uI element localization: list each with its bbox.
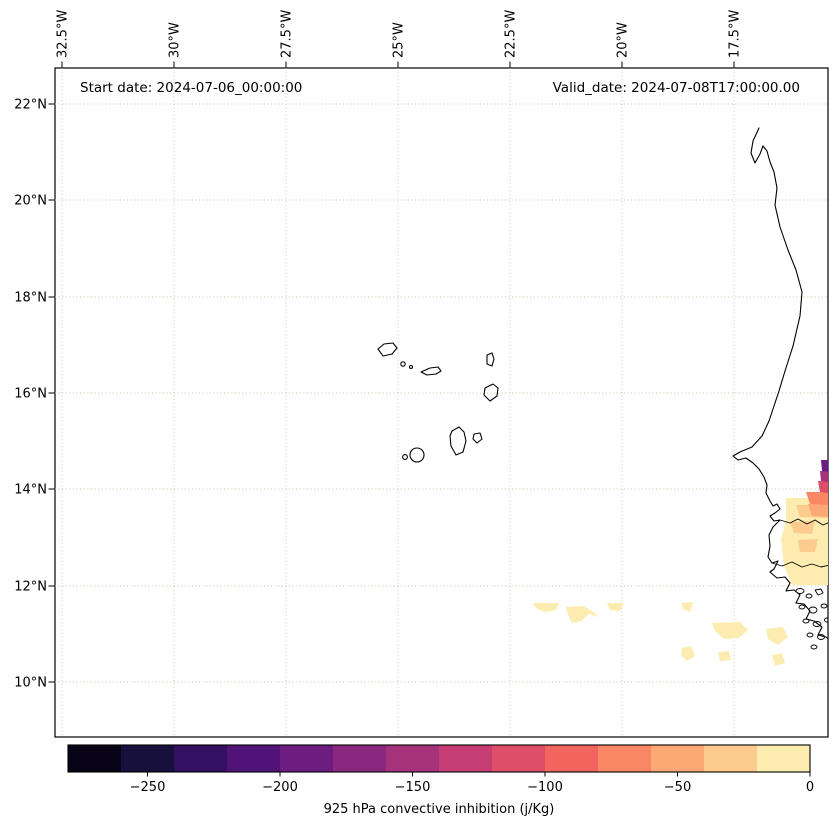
valid-date-annotation: Valid_date: 2024-07-08T17:00:00.00 [553,80,800,96]
lat-tick-label: 22°N [14,98,47,113]
cape-verde-islands [377,342,499,463]
colorbar-tick-label: −200 [262,780,298,795]
coastlines [377,127,828,650]
islet [808,606,818,614]
islet [810,644,818,650]
island-boa-vista [483,383,499,402]
colorbar-segment [492,745,545,772]
lat-tick-label: 16°N [14,387,47,402]
african-coastline [732,127,828,640]
cin-patch-coastal [821,460,828,472]
islet [795,588,805,594]
lat-tick-label: 18°N [14,291,47,306]
lon-tick-label: 25°W [392,22,407,58]
cin-patch [607,603,624,611]
island-fogo [409,447,425,463]
island-sal [486,352,495,367]
lon-tick-label: 30°W [168,22,183,58]
colorbar-title: 925 hPa convective inhibition (j/Kg) [324,802,555,817]
cin-patch-coastal [808,504,828,517]
cin-patch [681,646,695,661]
colorbar-tick-label: −100 [527,780,563,795]
colorbar-segments [68,745,810,772]
lat-tick-label: 20°N [14,194,47,209]
island-santiago [449,426,467,456]
colorbar-segment [386,745,439,772]
colorbar-tick-labels: −250 −200 −150 −100 −50 0 [130,780,815,795]
cin-patch [681,602,693,612]
lon-tick-labels: 32.5°W 30°W 27.5°W 25°W 22.5°W 20°W 17.5… [56,10,743,58]
islet [806,632,814,638]
lat-tick-label: 10°N [14,676,47,691]
cin-patch-coastal [798,539,818,552]
lat-tick-labels: 22°N 20°N 18°N 16°N 14°N 12°N 10°N [14,98,47,691]
gambia-river [779,518,828,526]
colorbar-segment [121,745,174,772]
colorbar-segment [439,745,492,772]
islet [820,603,828,609]
cin-patch [533,603,559,612]
cin-data-patches [533,460,828,666]
cin-patch [766,627,788,645]
axis-ticks [48,61,735,683]
islet [812,621,822,627]
start-date-annotation: Start date: 2024-07-06_00:00:00 [80,80,302,96]
cin-patch [772,653,785,666]
colorbar-segment [598,745,651,772]
cin-patch [566,606,599,623]
island-santa-luzia [408,364,414,370]
lon-tick-label: 17.5°W [728,10,743,58]
islet [802,618,810,624]
cin-patch [718,651,731,661]
lat-tick-label: 12°N [14,580,47,595]
colorbar-tick-label: −250 [130,780,166,795]
islet [798,604,806,610]
lon-tick-label: 32.5°W [56,10,71,58]
island-maio [472,432,483,444]
cin-patch-coastal [818,481,828,493]
colorbar-ticks [147,772,811,777]
island-sao-vicente [400,361,406,367]
colorbar-segment [704,745,757,772]
island-brava [402,454,408,460]
colorbar-segment [333,745,386,772]
colorbar-segment [227,745,280,772]
lon-tick-label: 27.5°W [280,10,295,58]
lat-tick-label: 14°N [14,483,47,498]
bijagos-islands [795,588,828,650]
islet [817,634,825,640]
casamance-river [771,561,828,568]
colorbar-segment [280,745,333,772]
colorbar-segment [174,745,227,772]
islet [805,593,813,599]
colorbar: −250 −200 −150 −100 −50 0 925 hPa convec… [67,744,815,817]
cin-patch-coastal [790,521,815,534]
islet [814,588,824,596]
colorbar-tick-label: −150 [395,780,431,795]
cin-patch [712,622,748,639]
cin-patch-coastal [820,471,828,482]
island-santo-antao [377,342,398,357]
colorbar-segment [651,745,704,772]
colorbar-outline [67,744,811,773]
lon-tick-label: 20°W [616,22,631,58]
plot-area [54,67,829,738]
colorbar-segment [68,745,121,772]
cin-patch-coastal [806,492,828,505]
colorbar-tick-label: −50 [664,780,691,795]
colorbar-tick-label: 0 [806,780,814,795]
lon-tick-label: 22.5°W [504,10,519,58]
islet [824,617,828,623]
colorbar-segment [757,745,810,772]
island-sao-nicolau [420,366,442,376]
colorbar-segment [545,745,598,772]
